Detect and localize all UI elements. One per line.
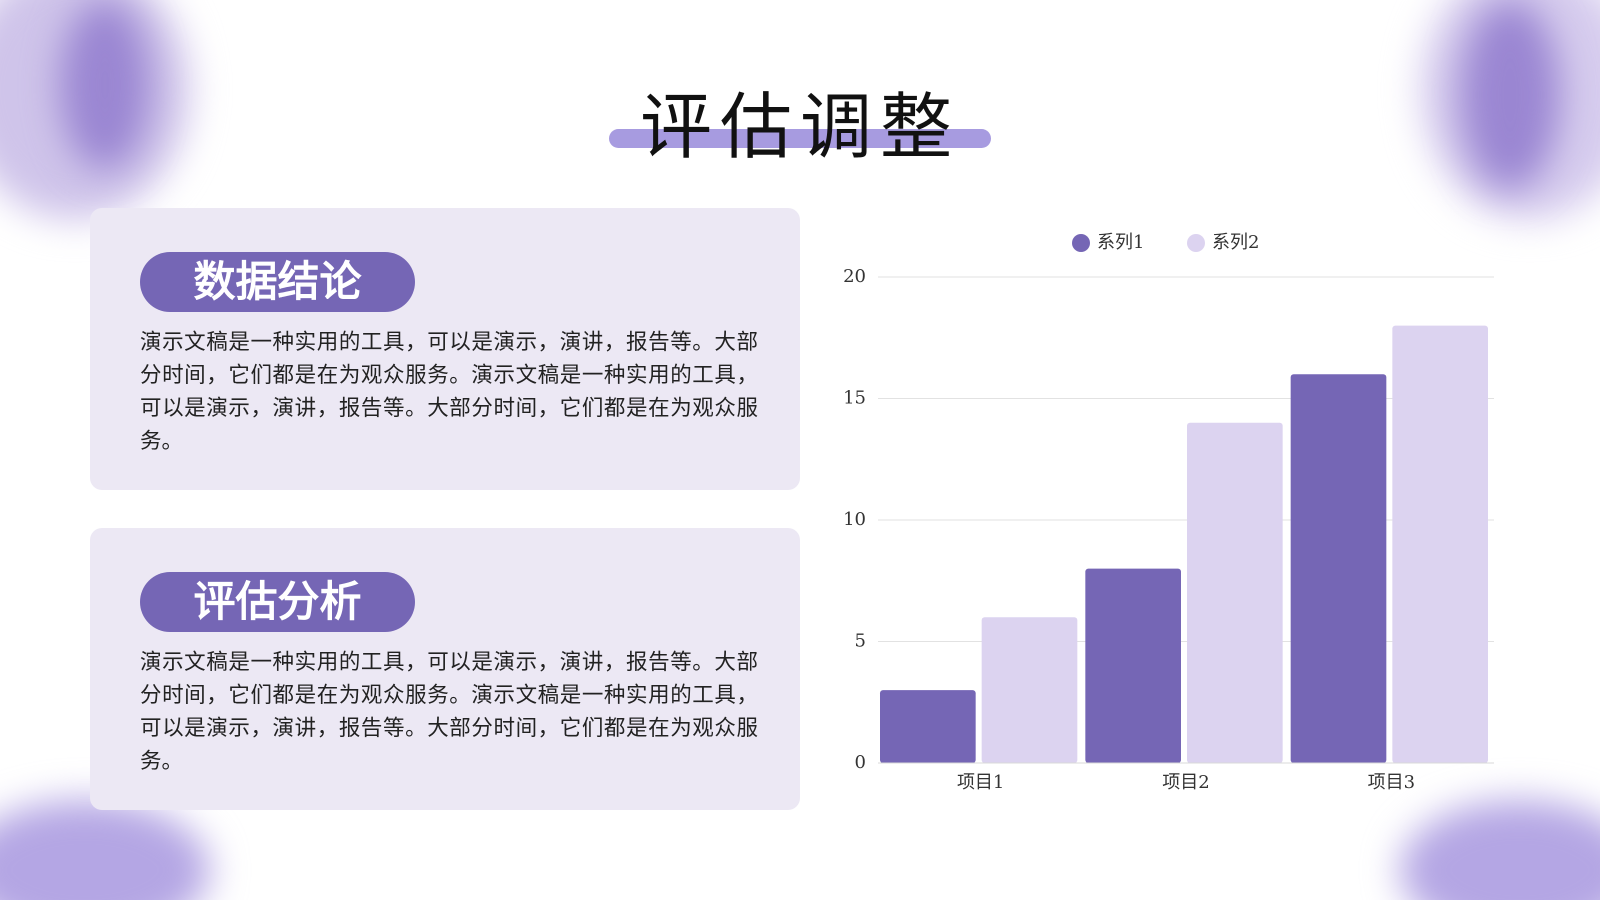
card-text: 演示文稿是一种实用的工具，可以是演示，演讲，报告等。大部分时间，它们都是在为观众…	[140, 330, 758, 454]
bar	[1290, 374, 1387, 763]
title-underline	[609, 129, 991, 148]
bar	[1187, 422, 1283, 763]
slide-title: 评估调整	[639, 85, 960, 169]
decoration	[60, 0, 150, 170]
legend-label: 系列2	[1212, 232, 1259, 253]
legend-swatch	[1187, 234, 1205, 252]
bar	[981, 617, 1078, 763]
decoration	[1460, 0, 1560, 190]
bar	[880, 690, 976, 763]
legend-label: 系列1	[1097, 232, 1144, 253]
y-tick-label: 0	[855, 752, 866, 773]
y-tick-label: 15	[843, 388, 866, 409]
x-tick-label: 项目1	[957, 772, 1004, 793]
bar	[1085, 568, 1181, 763]
y-tick-label: 20	[843, 266, 866, 287]
card-heading: 数据结论	[140, 252, 415, 312]
y-tick-label: 5	[855, 631, 866, 652]
legend-swatch	[1072, 234, 1090, 252]
x-tick-label: 项目2	[1162, 772, 1209, 793]
y-tick-label: 10	[843, 509, 866, 530]
x-tick-label: 项目3	[1368, 772, 1415, 793]
bar	[1392, 325, 1488, 763]
card: 评估分析 演示文稿是一种实用的工具，可以是演示，演讲，报告等。大部分时间，它们都…	[90, 528, 800, 810]
card-text: 演示文稿是一种实用的工具，可以是演示，演讲，报告等。大部分时间，它们都是在为观众…	[140, 650, 758, 774]
card: 数据结论 演示文稿是一种实用的工具，可以是演示，演讲，报告等。大部分时间，它们都…	[90, 208, 800, 490]
card-heading: 评估分析	[140, 572, 415, 632]
